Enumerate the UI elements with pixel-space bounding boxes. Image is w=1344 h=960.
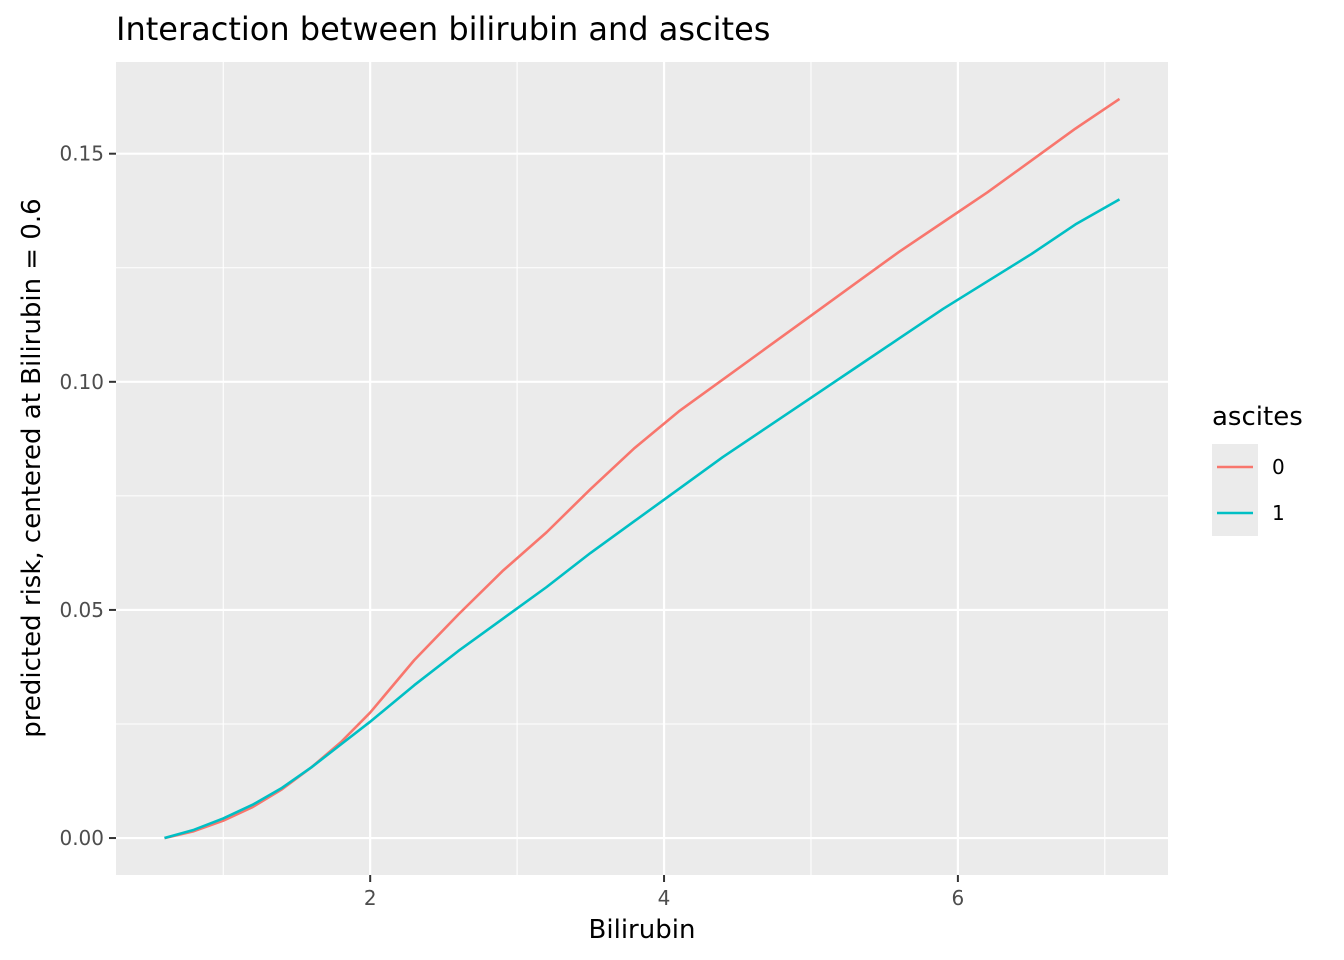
y-axis-title: predicted risk, centered at Bilirubin = … — [17, 198, 47, 737]
y-tick-label: 0.15 — [59, 142, 104, 166]
legend-label: 1 — [1272, 501, 1285, 525]
x-tick-label: 2 — [364, 886, 377, 910]
series-line-1 — [164, 198, 1121, 840]
legend-keys: 01 — [1212, 444, 1285, 536]
legend-title: ascites — [1212, 402, 1303, 432]
plot-panel — [116, 62, 1168, 875]
tick-labels: 2 4 6 0.00 0.05 0.10 0.15 — [59, 142, 964, 910]
y-tick-label: 0.10 — [59, 370, 104, 394]
legend: ascites 01 — [1212, 402, 1303, 536]
legend-label: 0 — [1272, 455, 1285, 479]
chart-title: Interaction between bilirubin and ascite… — [116, 10, 770, 48]
x-tick-label: 4 — [658, 886, 671, 910]
y-tick-label: 0.05 — [59, 598, 104, 622]
x-axis-title: Bilirubin — [589, 915, 696, 945]
minor-gridlines — [116, 62, 1168, 875]
axis-ticks — [109, 152, 959, 882]
x-tick-label: 6 — [952, 886, 965, 910]
y-tick-label: 0.00 — [59, 826, 104, 850]
series-layer — [164, 97, 1121, 840]
major-gridlines — [116, 62, 1168, 875]
